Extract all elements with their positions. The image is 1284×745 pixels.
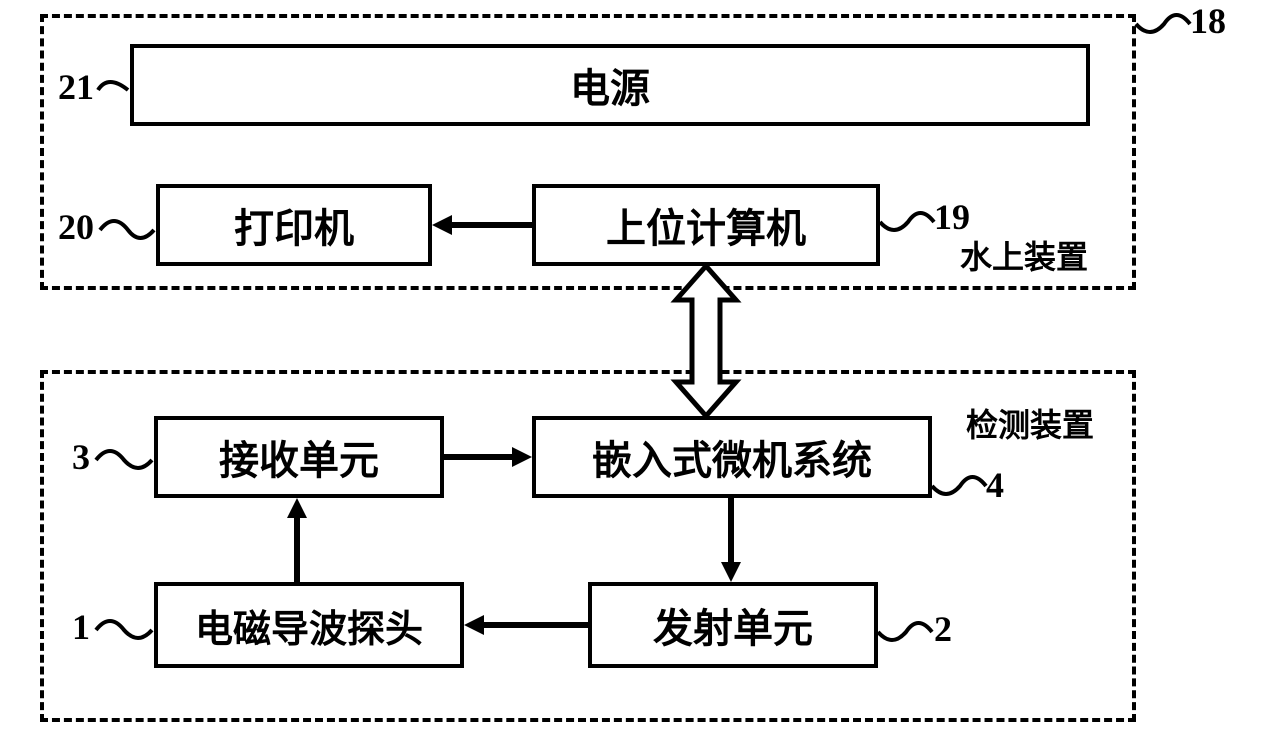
ref-1: 1 <box>72 606 90 648</box>
leader-4 <box>932 470 986 500</box>
leader-19 <box>880 206 934 236</box>
recv-block-text: 接收单元 <box>219 428 379 486</box>
trans-block-text: 发射单元 <box>653 596 813 654</box>
arrow-trans-to-probe <box>464 612 588 638</box>
lower-container-label: 检测装置 <box>966 400 1094 446</box>
printer-block: 打印机 <box>156 184 432 266</box>
leader-21 <box>98 74 132 104</box>
ref-19: 19 <box>934 196 970 238</box>
ref-2: 2 <box>934 608 952 650</box>
leader-18 <box>1136 8 1190 38</box>
arrow-host-to-printer <box>432 212 532 238</box>
arrow-probe-to-recv <box>284 498 310 582</box>
arrow-recv-to-embed <box>444 444 532 470</box>
probe-block-text: 电磁导波探头 <box>195 598 423 653</box>
arrow-embed-to-trans <box>718 498 744 582</box>
power-block-text: 电源 <box>570 56 650 114</box>
embed-block: 嵌入式微机系统 <box>532 416 932 498</box>
ref-3: 3 <box>72 436 90 478</box>
leader-3 <box>96 444 154 474</box>
probe-block: 电磁导波探头 <box>154 582 464 668</box>
ref-4: 4 <box>986 464 1004 506</box>
upper-container-label: 水上装置 <box>960 232 1088 278</box>
leader-20 <box>100 214 154 244</box>
ref-18: 18 <box>1190 0 1226 42</box>
leader-1 <box>96 614 154 644</box>
ref-20: 20 <box>58 206 94 248</box>
recv-block: 接收单元 <box>154 416 444 498</box>
printer-block-text: 打印机 <box>234 196 354 254</box>
embed-block-text: 嵌入式微机系统 <box>592 428 872 486</box>
arrow-host-embed-double <box>660 266 752 416</box>
trans-block: 发射单元 <box>588 582 878 668</box>
leader-2 <box>878 616 934 646</box>
ref-21: 21 <box>58 66 94 108</box>
power-block: 电源 <box>130 44 1090 126</box>
host-block-text: 上位计算机 <box>606 196 806 254</box>
host-block: 上位计算机 <box>532 184 880 266</box>
